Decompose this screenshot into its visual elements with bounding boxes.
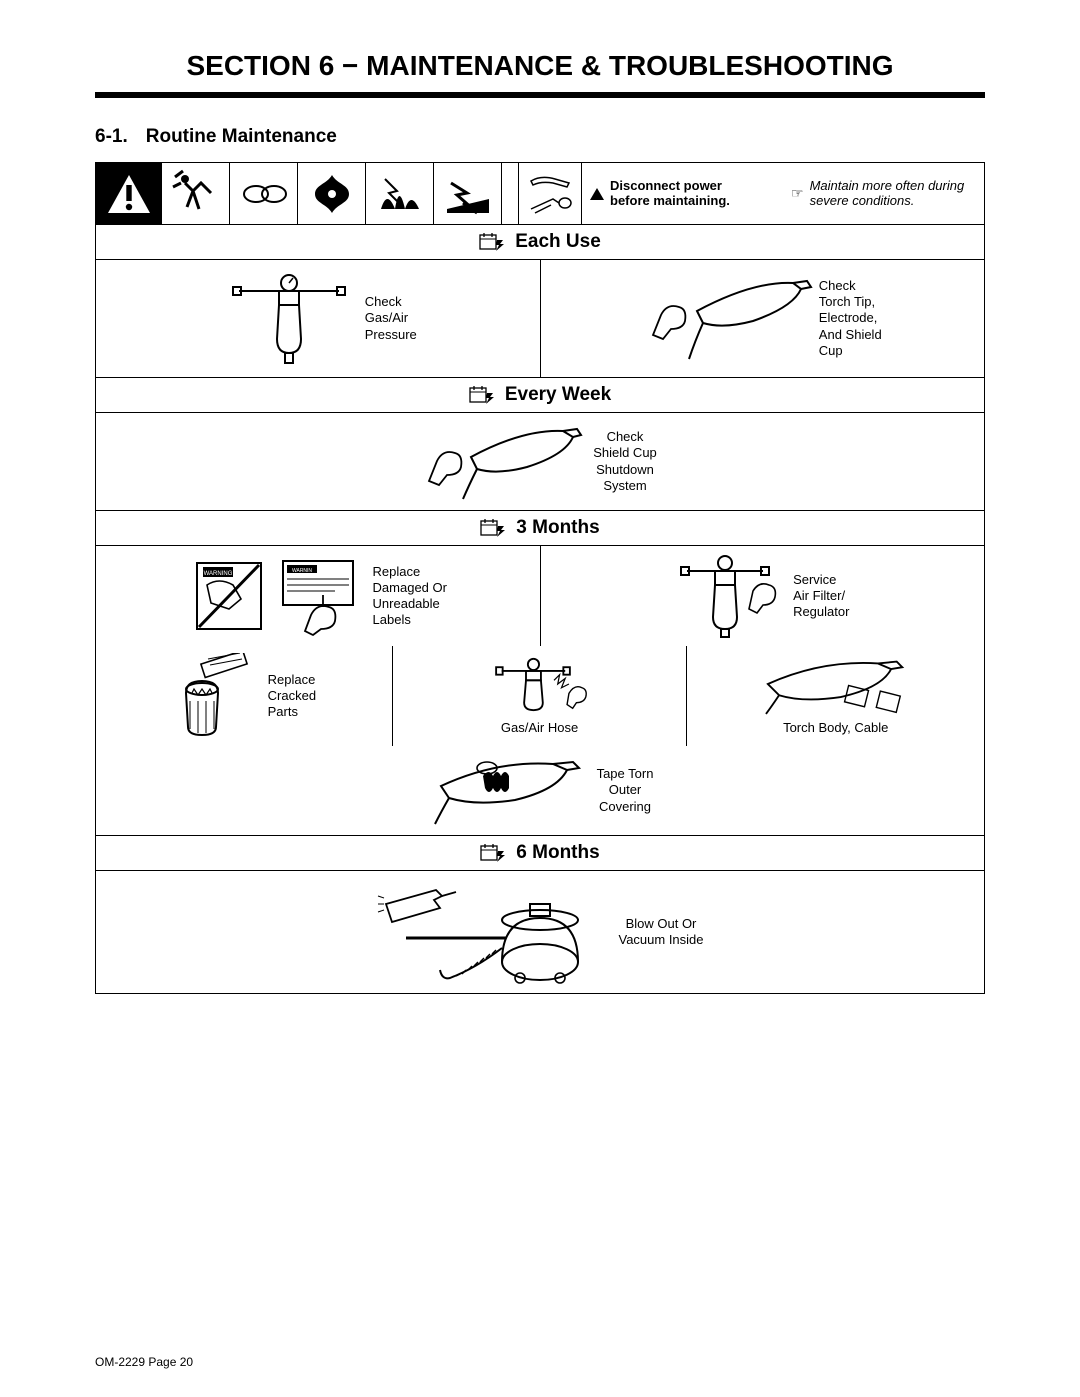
cell-replace-cracked: Replace Cracked Parts (96, 646, 392, 746)
header-row: Disconnect power before maintaining. ☞ M… (96, 163, 984, 225)
svg-text:WARNING: WARNING (203, 571, 232, 577)
cell-service-filter: Service Air Filter/ Regulator (541, 546, 985, 646)
calendar-icon (469, 385, 495, 405)
label-shield-cup: Check Shield Cup Shutdown System (593, 429, 657, 494)
label-hand-icon: WARNIN (275, 555, 365, 637)
torch-week-icon (423, 421, 583, 503)
header-note-text: ☞ Maintain more often during severe cond… (783, 163, 984, 224)
cell-tape-torn: Tape Torn Outer Covering (96, 746, 984, 835)
cell-gas-air-hose: Gas/Air Hose (392, 646, 688, 746)
torch-check-icon (643, 271, 813, 366)
calendar-icon (479, 232, 505, 252)
label-gas-air: Check Gas/Air Pressure (365, 294, 417, 343)
section-title: SECTION 6 − MAINTENANCE & TROUBLESHOOTIN… (95, 50, 985, 98)
triangle-icon (590, 188, 604, 200)
cell-blow-out: Blow Out Or Vacuum Inside (96, 871, 984, 993)
cell-shield-cup: Check Shield Cup Shutdown System (96, 413, 984, 510)
period-every-week: Every Week (96, 378, 984, 413)
subsection-name: Routine Maintenance (146, 126, 337, 147)
period-each-use: Each Use (96, 225, 984, 260)
hose-icon (485, 656, 595, 716)
period-label: 3 Months (516, 517, 599, 538)
period-label: Every Week (505, 384, 611, 405)
label-torch-body: Torch Body, Cable (783, 720, 888, 736)
hazard-icon-3 (298, 163, 366, 224)
disconnect-rest: before maintaining. (610, 193, 730, 208)
note-icon: ☞ (791, 185, 804, 202)
filter-service-icon (675, 551, 785, 641)
label-service-filter: Service Air Filter/ Regulator (793, 572, 849, 621)
label-replace-labels: Replace Damaged Or Unreadable Labels (373, 564, 447, 629)
tape-torch-icon (427, 754, 587, 828)
label-torch-tip: Check Torch Tip, Electrode, And Shield C… (819, 278, 882, 359)
svg-text:WARNIN: WARNIN (291, 568, 311, 574)
hazard-icon-1 (162, 163, 230, 224)
cell-replace-labels: WARNING WARNIN Replace Damaged Or Unread… (96, 546, 541, 646)
subsection-num: 6-1. (95, 126, 128, 147)
regulator-icon (219, 269, 359, 369)
period-3-months: 3 Months (96, 511, 984, 546)
cell-torch-body: Torch Body, Cable (687, 646, 984, 746)
maintenance-table: Disconnect power before maintaining. ☞ M… (95, 162, 985, 994)
cell-torch-tip: Check Torch Tip, Electrode, And Shield C… (541, 260, 985, 377)
note-italic: Maintain more often during severe condit… (810, 179, 976, 209)
subsection-title: 6-1. Routine Maintenance (95, 126, 985, 148)
header-warning-text: Disconnect power before maintaining. (582, 163, 783, 224)
no-label-icon: WARNING (189, 555, 269, 637)
warning-icon (96, 163, 162, 224)
label-gas-air-hose: Gas/Air Hose (501, 720, 578, 736)
hazard-icon-4 (366, 163, 434, 224)
trash-parts-icon (172, 653, 262, 739)
tool-icon (518, 163, 582, 224)
cell-gas-air-pressure: Check Gas/Air Pressure (96, 260, 541, 377)
label-tape-torn: Tape Torn Outer Covering (597, 766, 654, 815)
disconnect-bold: Disconnect power (610, 178, 722, 193)
hazard-icon-2 (230, 163, 298, 224)
vacuum-icon (376, 878, 606, 986)
label-blow-out: Blow Out Or Vacuum Inside (618, 916, 703, 949)
period-label: 6 Months (516, 842, 599, 863)
torch-body-icon (751, 656, 921, 716)
hazard-icon-5 (434, 163, 502, 224)
calendar-icon (480, 518, 506, 538)
label-replace-cracked: Replace Cracked Parts (268, 672, 316, 721)
calendar-icon (480, 843, 506, 863)
page-footer: OM-2229 Page 20 (95, 1355, 193, 1369)
period-label: Each Use (515, 231, 601, 252)
period-6-months: 6 Months (96, 836, 984, 871)
